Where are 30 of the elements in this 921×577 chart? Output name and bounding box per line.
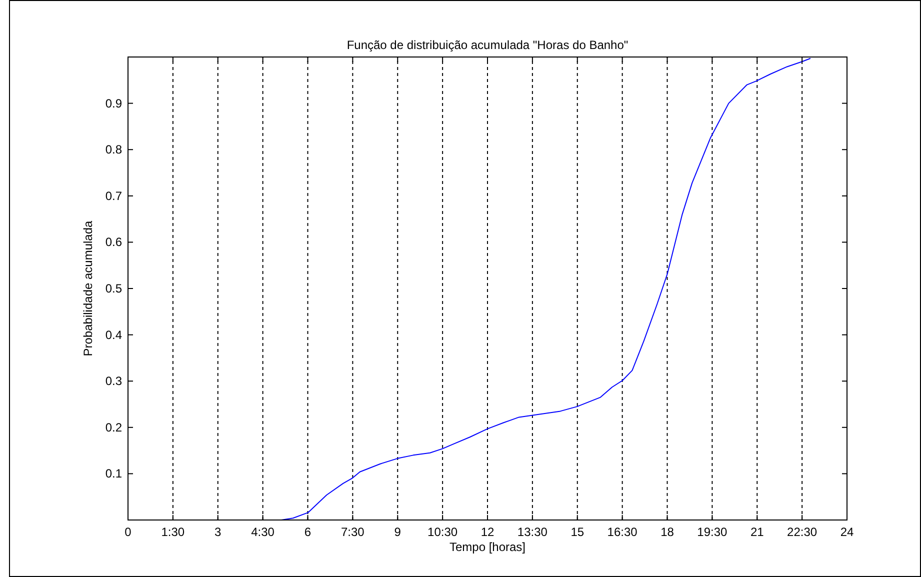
x-tick-label: 3	[214, 525, 222, 539]
x-tick-label: 19:30	[697, 525, 728, 539]
y-tick-label: 0.1	[105, 466, 122, 481]
x-tick-label: 0	[124, 525, 132, 539]
x-tick-label: 22:30	[787, 525, 818, 539]
x-tick-label: 12	[480, 525, 494, 539]
y-tick-label: 0.8	[105, 142, 122, 157]
y-tick-label: 0.3	[105, 374, 122, 388]
y-tick-label: 0.7	[105, 188, 122, 203]
y-tick-label: 0.9	[105, 96, 122, 110]
x-tick-label: 9	[394, 525, 402, 539]
y-tick-label: 0.2	[105, 420, 122, 434]
x-tick-label: 13:30	[517, 525, 548, 539]
y-tick-label: 0.6	[105, 235, 122, 250]
x-tick-label: 24	[840, 525, 854, 539]
x-tick-label: 4:30	[251, 525, 275, 539]
x-tick-label: 15	[570, 525, 584, 539]
x-tick-label: 21	[750, 525, 764, 539]
x-tick-label: 6	[304, 525, 312, 539]
chart-title: Função de distribuição acumulada "Horas do Banho"	[346, 38, 628, 52]
x-tick-label: 16:30	[607, 525, 638, 539]
y-axis-title: Probabilidade acumulada	[81, 220, 95, 356]
x-tick-label: 7:30	[341, 525, 365, 539]
x-axis-title: Tempo [horas]	[449, 540, 526, 554]
y-tick-label: 0.4	[105, 328, 122, 342]
x-tick-label: 18	[660, 525, 674, 539]
y-tick-label: 0.5	[105, 282, 122, 296]
x-tick-label: 10:30	[428, 525, 458, 539]
x-tick-label: 1:30	[161, 525, 185, 539]
line-series	[280, 58, 811, 520]
